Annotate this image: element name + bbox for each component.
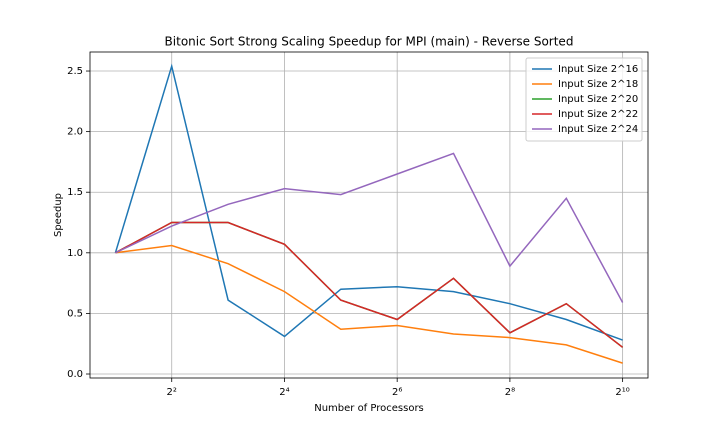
series-line	[115, 244, 623, 364]
y-tick-label: 2.0	[67, 127, 83, 138]
y-tick-label: 0.5	[67, 308, 83, 319]
legend-label: Input Size 2^16	[558, 64, 638, 75]
series-line	[115, 221, 624, 348]
y-tick-label: 1.5	[67, 187, 83, 198]
series-line	[114, 63, 623, 341]
legend: Input Size 2^16 Input Size 2^18 Input Size…	[525, 57, 643, 142]
legend-box	[525, 57, 643, 142]
y-tick-label: 1.0	[67, 248, 83, 259]
legend-label: Input Size 2^22	[558, 109, 638, 120]
y-axis-label: Speedup	[53, 193, 64, 237]
x-tick-label: 2²	[167, 387, 177, 398]
x-tick-label: 2⁸	[505, 387, 515, 398]
x-tick-label: 2⁴	[279, 387, 289, 398]
x-axis-label: Number of Processors	[314, 403, 424, 414]
legend-label: Input Size 2^20	[558, 94, 638, 105]
x-tick-label: 2¹⁰	[615, 387, 629, 398]
y-tick-label: 0.0	[67, 369, 83, 380]
plot-frame	[89, 51, 649, 379]
legend-label: Input Size 2^24	[558, 124, 638, 135]
legend-label: Input Size 2^18	[558, 79, 638, 90]
y-tick-label: 2.5	[67, 66, 83, 77]
x-tick-label: 2⁶	[392, 387, 402, 398]
series-line	[115, 221, 624, 348]
chart-title: Bitonic Sort Strong Scaling Speedup for …	[165, 35, 574, 49]
series-line	[115, 152, 624, 303]
